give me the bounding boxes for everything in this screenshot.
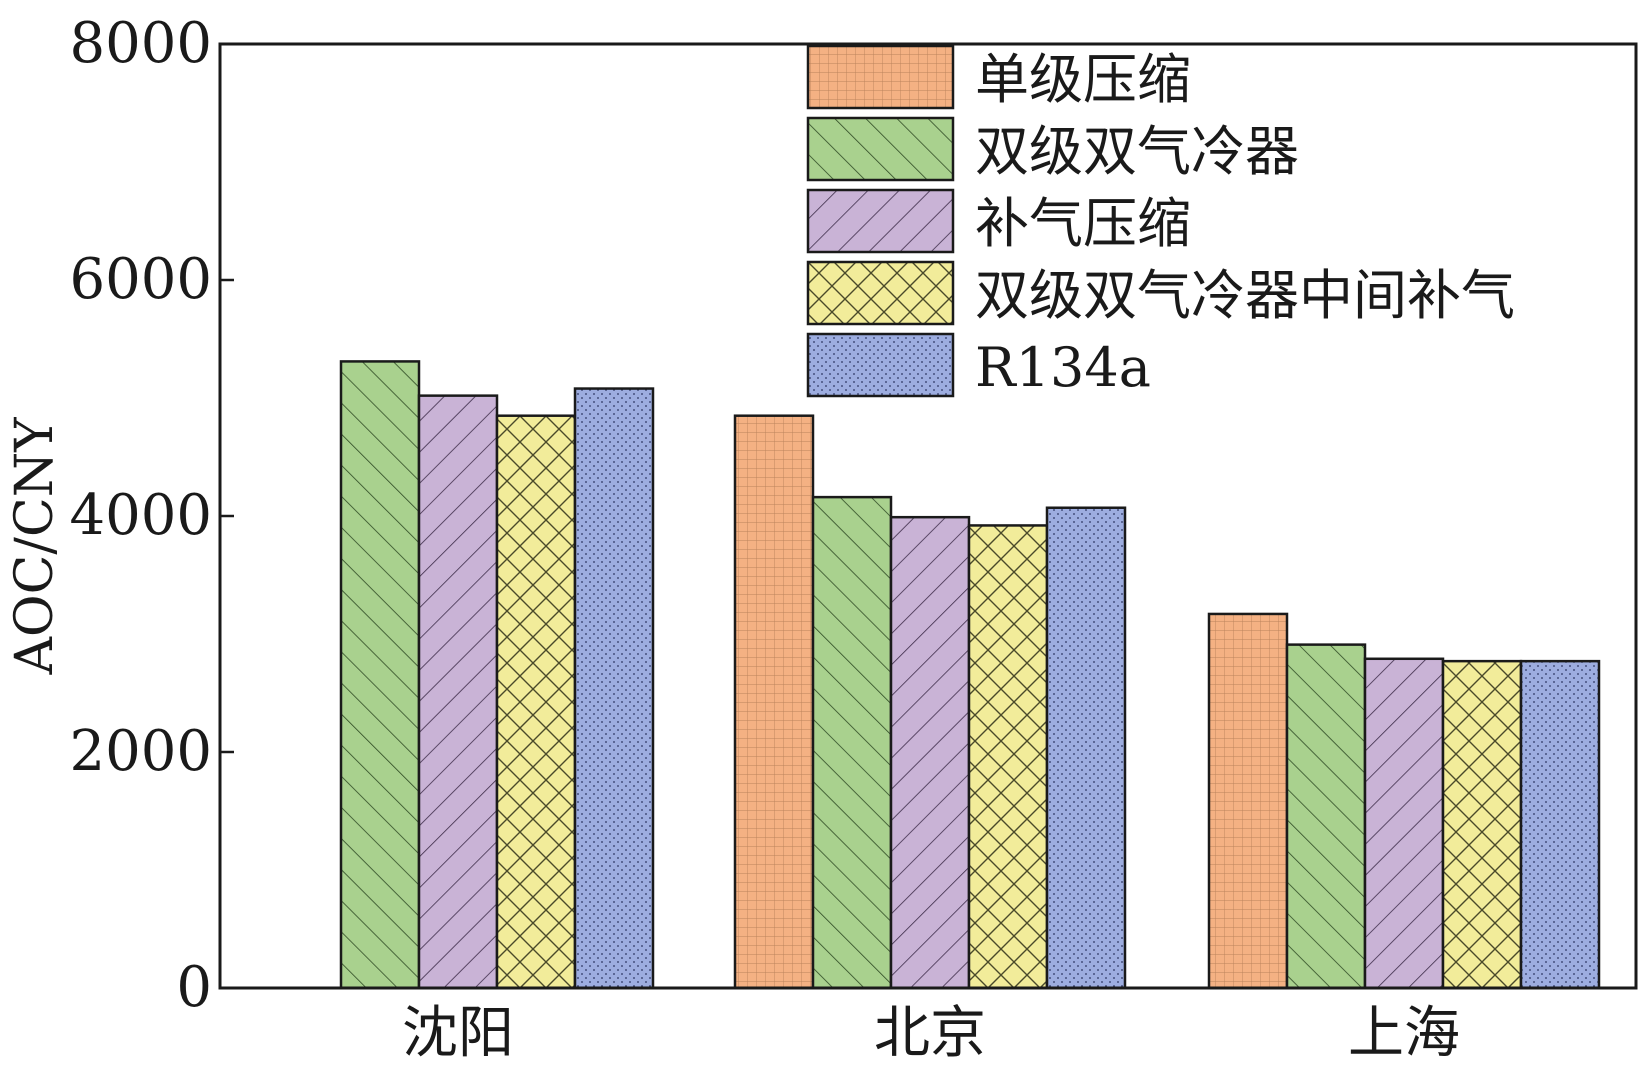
bar-1-3 bbox=[967, 524, 1049, 990]
bar-2-0 bbox=[1207, 612, 1289, 990]
legend-swatch bbox=[806, 44, 955, 110]
bar-0-1 bbox=[339, 360, 421, 990]
bar-0-2 bbox=[417, 394, 499, 990]
bar-1-1 bbox=[811, 495, 893, 990]
y-tick-label: 2000 bbox=[69, 719, 212, 784]
y-axis: 0 2000 4000 6000 8000 bbox=[69, 11, 234, 1020]
bar-0-4 bbox=[573, 387, 655, 990]
bar-1-2 bbox=[889, 515, 971, 990]
bar-2-3 bbox=[1441, 659, 1523, 990]
legend-label: R134a bbox=[975, 336, 1151, 399]
bar-1-4 bbox=[1045, 506, 1127, 990]
y-axis-title: AOC/CNY bbox=[5, 417, 65, 676]
bars-layer bbox=[339, 360, 1601, 990]
legend-swatch bbox=[806, 116, 955, 182]
x-tick-label: 沈阳 bbox=[402, 1001, 514, 1063]
bar-1-0 bbox=[733, 414, 815, 990]
legend-swatch bbox=[806, 260, 955, 326]
legend-label: 单级压缩 bbox=[975, 48, 1191, 111]
legend-label: 双级双气冷器 bbox=[975, 120, 1299, 183]
bar-2-2 bbox=[1363, 657, 1445, 990]
x-axis: 沈阳 北京 上海 bbox=[402, 1001, 1460, 1066]
y-tick-label: 0 bbox=[176, 955, 212, 1020]
legend-swatch bbox=[806, 188, 955, 254]
x-tick-label: 上海 bbox=[1348, 1001, 1460, 1063]
bar-0-3 bbox=[495, 414, 577, 990]
y-tick-label: 8000 bbox=[69, 11, 212, 76]
legend-swatch bbox=[806, 332, 955, 398]
bar-2-1 bbox=[1285, 643, 1367, 990]
y-tick-label: 6000 bbox=[69, 247, 212, 312]
legend-label: 双级双气冷器中间补气 bbox=[975, 264, 1515, 327]
bar-2-4 bbox=[1519, 659, 1601, 990]
legend-label: 补气压缩 bbox=[975, 192, 1191, 255]
x-tick-label: 北京 bbox=[874, 1001, 986, 1063]
y-tick-label: 4000 bbox=[69, 483, 212, 548]
